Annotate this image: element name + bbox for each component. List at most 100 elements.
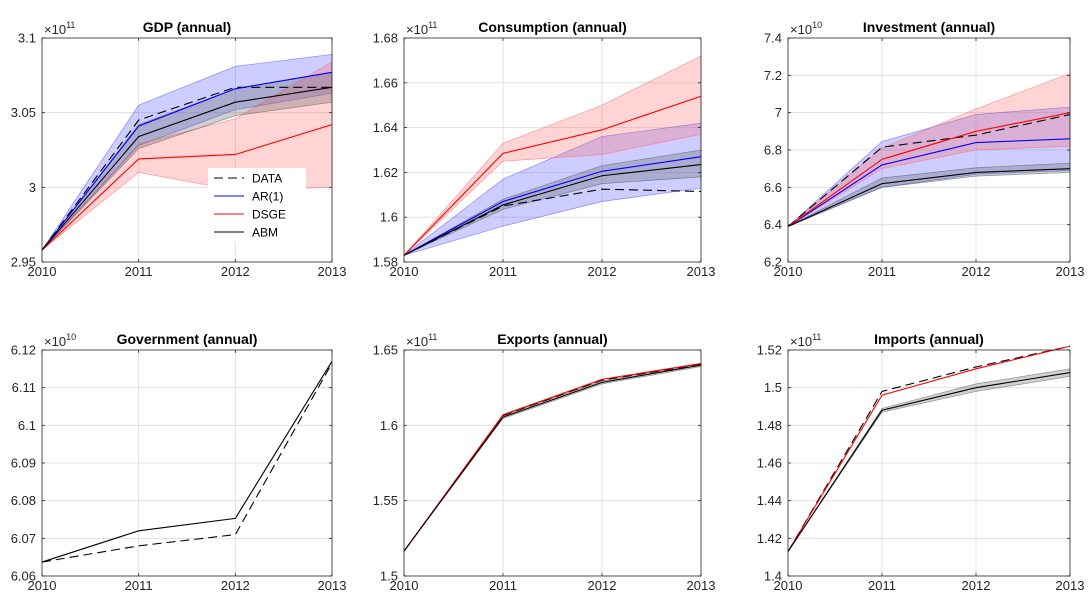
y-tick-label: 1.5 (380, 569, 398, 584)
x-tick-label: 2012 (962, 578, 991, 593)
y-tick-label: 1.42 (757, 531, 782, 546)
chart-title: Investment (annual) (863, 19, 995, 35)
series-line-abm (787, 168, 1071, 228)
series-line-data (403, 188, 702, 256)
y-tick-label: 1.4 (764, 569, 782, 584)
panel-exports-annual: 2010 2011 2012 2013 1.5 1.55 1.6 1.65 ×1011 Expor… (373, 331, 716, 593)
panel-government-annual: 2010 2011 2012 2013 6.06 6.07 6.08 6.09 6.1 6.11 6… (11, 331, 347, 593)
chart-title: Government (annual) (117, 331, 258, 347)
legend-label-ar-1: AR(1) (252, 190, 283, 204)
x-tick-label: 2012 (588, 578, 617, 593)
legend-label-abm: ABM (252, 226, 278, 240)
panel-consumption-annual: 2010 2011 2012 2013 1.58 1.6 1.62 1.64 1.66 1.68 ×… (373, 19, 716, 279)
x-tick-label: 2013 (687, 264, 716, 279)
x-tick-label: 2013 (687, 578, 716, 593)
y-tick-label: 6.2 (764, 255, 782, 270)
y-tick-label: 6.07 (11, 531, 36, 546)
y-exponent-label: ×1011 (406, 20, 437, 37)
y-tick-label: 6.08 (11, 493, 36, 508)
x-tick-label: 2012 (221, 264, 250, 279)
y-tick-label: 7.4 (764, 31, 782, 46)
series-line-dsge (787, 112, 1071, 227)
x-tick-label: 2010 (390, 264, 419, 279)
legend-box (208, 168, 306, 242)
chart-title: GDP (annual) (143, 19, 231, 35)
x-tick-label: 2011 (489, 578, 517, 593)
y-tick-label: 2.95 (11, 255, 36, 270)
y-tick-label: 3.05 (11, 105, 36, 120)
series-line-abm (41, 361, 333, 563)
y-tick-label: 6.11 (12, 380, 36, 395)
legend-label-data: DATA (252, 172, 282, 186)
chart-title: Consumption (annual) (478, 19, 627, 35)
x-tick-label: 2013 (318, 578, 347, 593)
y-tick-label: 7.2 (764, 68, 782, 83)
y-tick-label: 6.06 (11, 569, 36, 584)
y-tick-label: 1.66 (373, 75, 398, 90)
y-tick-label: 6.12 (11, 343, 36, 358)
y-tick-label: 1.5 (764, 380, 782, 395)
y-tick-label: 1.65 (373, 343, 398, 358)
x-tick-label: 2012 (588, 264, 617, 279)
series-line-data (403, 363, 702, 552)
series-line-ar-1 (41, 71, 333, 251)
y-tick-label: 1.68 (373, 31, 398, 46)
series-line-data (787, 345, 1071, 552)
y-exponent-label: ×1010 (790, 20, 822, 37)
y-tick-label: 1.46 (757, 456, 782, 471)
x-tick-label: 2012 (221, 578, 250, 593)
chart-title: Exports (annual) (497, 331, 607, 347)
x-tick-label: 2011 (489, 264, 517, 279)
series-line-data (41, 86, 332, 251)
y-tick-label: 6.09 (11, 456, 36, 471)
y-tick-label: 1.6 (380, 418, 398, 433)
y-exponent-label: ×1011 (406, 332, 437, 349)
y-exponent-label: ×1011 (790, 332, 821, 349)
axes-box (403, 37, 702, 263)
series-line-ar-1 (787, 138, 1071, 227)
panel-gdp-annual: 2010 2011 2012 2013 2.95 3 3.05 3.1 ×1011 GDP (an… (11, 19, 347, 279)
y-tick-label: 1.58 (373, 255, 398, 270)
series-line-ar-1 (403, 156, 702, 256)
x-tick-label: 2011 (868, 578, 896, 593)
y-tick-label: 6.1 (18, 418, 36, 433)
series-line-dsge (41, 124, 333, 251)
axes-box (403, 349, 702, 577)
panel-imports-annual: 2010 2011 2012 2013 1.4 1.42 1.44 1.46 1.48 1.5 1.… (757, 331, 1085, 593)
axes-box (41, 37, 333, 263)
x-tick-label: 2010 (28, 578, 57, 593)
y-exponent-label: ×1010 (44, 332, 76, 349)
series-line-abm (41, 86, 333, 251)
x-tick-label: 2010 (774, 578, 803, 593)
series-line-abm (403, 164, 702, 256)
x-tick-label: 2011 (125, 578, 153, 593)
series-line-abm (787, 372, 1071, 552)
series-line-dsge (787, 345, 1071, 552)
y-tick-label: 1.55 (373, 493, 398, 508)
y-tick-label: 7 (775, 105, 782, 120)
x-tick-label: 2011 (868, 264, 896, 279)
y-tick-label: 1.6 (380, 210, 398, 225)
x-tick-label: 2012 (962, 264, 991, 279)
y-tick-label: 3 (29, 180, 36, 195)
y-tick-label: 6.4 (764, 217, 782, 232)
panel-investment-annual: 2010 2011 2012 2013 6.2 6.4 6.6 6.8 7 7.2 7.4 ×1010… (764, 19, 1085, 279)
series-line-data (787, 113, 1071, 227)
x-tick-label: 2011 (125, 264, 153, 279)
chart-title: Imports (annual) (874, 331, 984, 347)
series-line-data (41, 362, 333, 563)
band-abm (403, 363, 702, 552)
series-line-dsge (403, 363, 702, 552)
x-tick-label: 2010 (390, 578, 419, 593)
y-tick-label: 6.6 (764, 180, 782, 195)
x-tick-label: 2010 (774, 264, 803, 279)
y-tick-label: 1.48 (757, 418, 782, 433)
y-tick-label: 1.62 (373, 165, 398, 180)
x-tick-label: 2013 (318, 264, 347, 279)
series-line-dsge (403, 95, 702, 256)
y-tick-label: 1.64 (373, 120, 398, 135)
x-tick-label: 2010 (28, 264, 57, 279)
y-tick-label: 1.44 (757, 493, 782, 508)
